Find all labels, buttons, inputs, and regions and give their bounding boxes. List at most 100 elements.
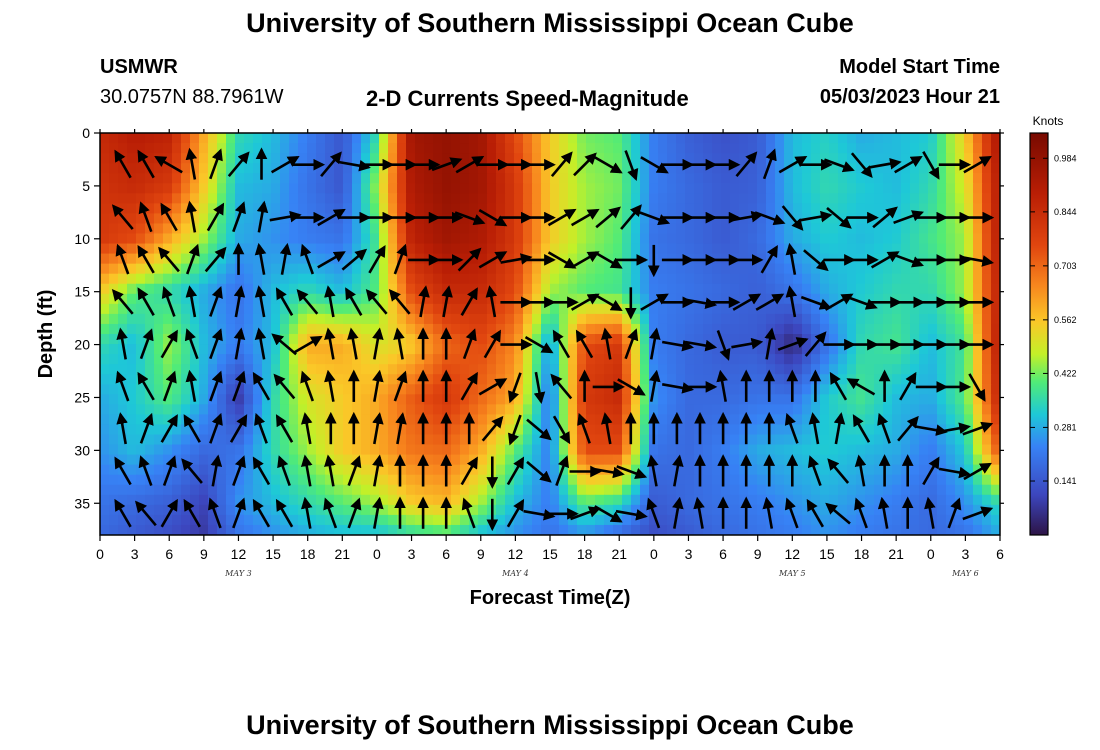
heatmap-cell xyxy=(640,344,650,355)
heatmap-cell xyxy=(631,313,641,325)
heatmap-cell xyxy=(505,323,515,335)
heatmap-cell xyxy=(397,163,407,174)
heatmap-cell xyxy=(532,263,542,275)
heatmap-cell xyxy=(343,394,353,405)
heatmap-cell xyxy=(829,334,839,345)
heatmap-cell xyxy=(226,404,236,415)
current-vector-arrow xyxy=(893,210,924,225)
heatmap-cell xyxy=(982,454,992,466)
heatmap-cell xyxy=(757,303,767,315)
heatmap-cell xyxy=(739,313,749,325)
heatmap-cell xyxy=(559,514,569,526)
heatmap-cell xyxy=(244,334,254,345)
heatmap-cell xyxy=(937,273,947,285)
heatmap-cell xyxy=(226,384,236,395)
heatmap-cell xyxy=(343,354,353,365)
heatmap-cell xyxy=(415,283,425,295)
heatmap-cell xyxy=(991,454,1000,466)
heatmap-cell xyxy=(658,434,668,446)
heatmap-cell xyxy=(415,233,425,245)
heatmap-cell xyxy=(109,153,119,164)
heatmap-cell xyxy=(487,233,497,245)
heatmap-cell xyxy=(496,133,506,144)
heatmap-cell xyxy=(280,384,290,395)
heatmap-cell xyxy=(433,133,443,144)
heatmap-cell xyxy=(613,143,623,154)
heatmap-cell xyxy=(811,404,821,415)
heatmap-cell xyxy=(640,193,650,204)
heatmap-cell xyxy=(793,283,803,295)
heatmap-cell xyxy=(982,474,992,486)
heatmap-cell xyxy=(388,474,398,486)
heatmap-cell xyxy=(460,364,470,375)
heatmap-cell xyxy=(289,524,299,535)
heatmap-cell xyxy=(586,193,596,204)
heatmap-cell xyxy=(316,404,326,415)
heatmap-cell xyxy=(595,183,605,194)
heatmap-cell xyxy=(712,303,722,315)
heatmap-cell xyxy=(496,464,506,476)
heatmap-cell xyxy=(622,514,632,526)
heatmap-cell xyxy=(622,454,632,466)
heatmap-cell xyxy=(703,404,713,415)
heatmap-cell xyxy=(730,153,740,164)
heatmap-cell xyxy=(685,414,695,426)
heatmap-cell xyxy=(793,133,803,144)
current-vector-arrow xyxy=(594,293,623,311)
heatmap-cell xyxy=(127,494,137,506)
heatmap-cell xyxy=(325,354,335,365)
heatmap-cell xyxy=(100,323,110,335)
heatmap-cell xyxy=(856,474,866,486)
heatmap-cell xyxy=(730,484,740,496)
heatmap-cell xyxy=(415,404,425,415)
heatmap-cell xyxy=(460,334,470,345)
heatmap-cell xyxy=(505,193,515,204)
heatmap-cell xyxy=(235,424,245,436)
current-vector-arrow xyxy=(460,456,478,486)
heatmap-cell xyxy=(325,233,335,245)
heatmap-cell xyxy=(883,394,893,405)
heatmap-cell xyxy=(316,454,326,466)
heatmap-cell xyxy=(820,374,830,385)
heatmap-cell xyxy=(118,444,128,456)
heatmap-cell xyxy=(190,133,200,144)
heatmap-cell xyxy=(136,173,146,184)
heatmap-cell xyxy=(856,524,866,535)
current-vector-arrow xyxy=(232,370,246,402)
heatmap-cell xyxy=(469,434,479,446)
heatmap-cell xyxy=(910,173,920,184)
heatmap-cell xyxy=(523,444,533,456)
heatmap-cell xyxy=(730,414,740,426)
heatmap-cell xyxy=(649,404,659,415)
heatmap-cell xyxy=(784,153,794,164)
heatmap-cell xyxy=(424,263,434,275)
heatmap-cell xyxy=(838,243,848,255)
heatmap-cell xyxy=(874,524,884,535)
heatmap-cell xyxy=(361,434,371,446)
heatmap-cell xyxy=(343,474,353,486)
current-vector-arrow xyxy=(275,287,294,316)
current-vector-arrow xyxy=(455,156,485,174)
heatmap-cell xyxy=(253,303,263,315)
heatmap-cell xyxy=(208,484,218,496)
heatmap-cell xyxy=(685,434,695,446)
heatmap-cell xyxy=(775,354,785,365)
heatmap-cell xyxy=(811,364,821,375)
heatmap-cell xyxy=(865,444,875,456)
heatmap-cell xyxy=(136,464,146,476)
heatmap-cell xyxy=(658,243,668,255)
current-vector-arrow xyxy=(111,289,134,315)
heatmap-cell xyxy=(316,153,326,164)
heatmap-cell xyxy=(523,454,533,466)
heatmap-cell xyxy=(352,394,362,405)
heatmap-cell xyxy=(244,243,254,255)
heatmap-cell xyxy=(352,344,362,355)
heatmap-cell xyxy=(856,303,866,315)
heatmap-cell xyxy=(424,203,434,214)
heatmap-cell xyxy=(658,454,668,466)
heatmap-cell xyxy=(622,153,632,164)
heatmap-cell xyxy=(595,524,605,535)
heatmap-cell xyxy=(640,464,650,476)
heatmap-cell xyxy=(127,524,137,535)
